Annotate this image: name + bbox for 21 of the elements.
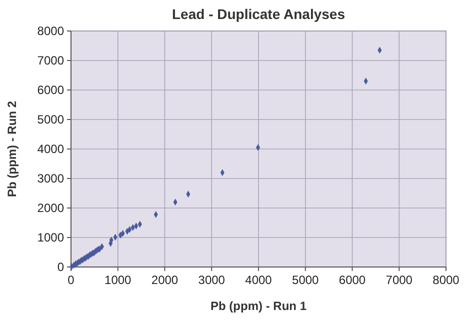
x-tick-label: 5000 <box>292 273 320 287</box>
y-tick-label: 6000 <box>37 83 64 97</box>
y-tick-label: 2000 <box>37 201 64 215</box>
y-tick-label: 3000 <box>37 172 64 186</box>
chart-title: Lead - Duplicate Analyses <box>172 6 346 22</box>
x-tick-label: 4000 <box>245 273 272 287</box>
x-tick-label: 3000 <box>198 273 226 287</box>
y-axis-title: Pb (ppm) - Run 2 <box>5 100 19 197</box>
y-tick-label: 8000 <box>37 24 64 38</box>
y-tick-label: 7000 <box>37 54 64 68</box>
y-tick-label: 4000 <box>37 142 64 156</box>
x-tick-label: 7000 <box>386 273 413 287</box>
x-tick-label: 1000 <box>104 273 132 287</box>
x-tick-label: 2000 <box>151 273 178 287</box>
x-axis-title: Pb (ppm) - Run 1 <box>210 299 307 313</box>
y-tick-label: 5000 <box>37 112 64 126</box>
y-tick-label: 1000 <box>37 230 64 244</box>
x-tick-label: 0 <box>68 273 75 287</box>
y-tick-label: 0 <box>57 260 64 274</box>
x-tick-label: 6000 <box>338 273 366 287</box>
x-tick-label: 8000 <box>432 273 460 287</box>
